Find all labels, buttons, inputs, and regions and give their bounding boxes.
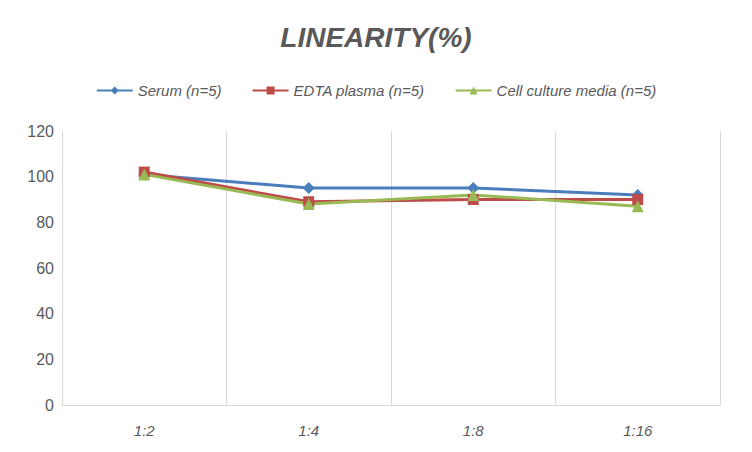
svg-text:80: 80 [36, 214, 54, 231]
svg-text:LINEARITY(%): LINEARITY(%) [280, 22, 471, 53]
svg-text:120: 120 [27, 123, 54, 140]
svg-text:EDTA plasma (n=5): EDTA plasma (n=5) [294, 82, 424, 99]
svg-text:60: 60 [36, 260, 54, 277]
svg-text:100: 100 [27, 168, 54, 185]
svg-text:1:2: 1:2 [134, 422, 156, 439]
svg-text:1:4: 1:4 [298, 422, 319, 439]
svg-text:1:16: 1:16 [623, 422, 653, 439]
svg-text:Serum (n=5): Serum (n=5) [138, 82, 222, 99]
svg-text:0: 0 [45, 397, 54, 414]
svg-text:20: 20 [36, 351, 54, 368]
svg-text:1:8: 1:8 [463, 422, 485, 439]
svg-text:Cell culture media (n=5): Cell culture media (n=5) [497, 82, 657, 99]
svg-text:40: 40 [36, 305, 54, 322]
